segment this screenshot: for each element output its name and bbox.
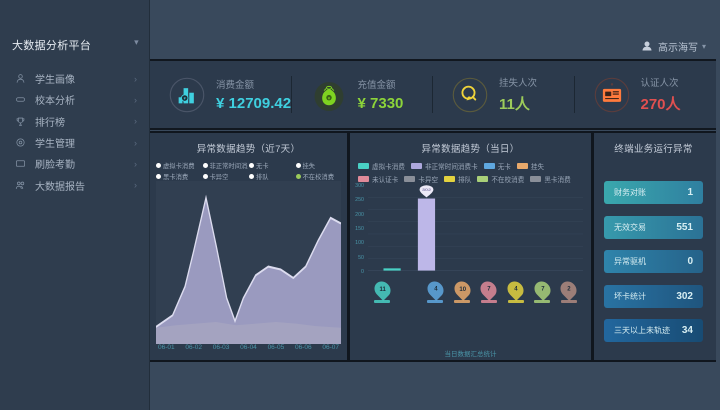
svg-text:302: 302 — [422, 188, 432, 192]
